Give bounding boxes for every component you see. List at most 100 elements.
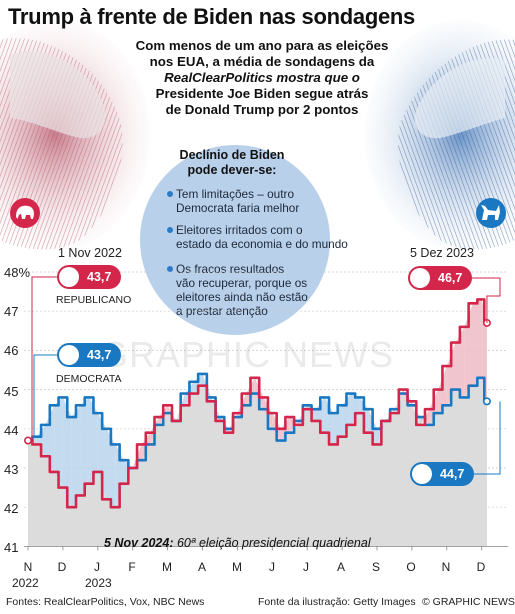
x-tick-label: D	[476, 560, 486, 574]
subtitle-line: RealClearPolitics mostra que o	[164, 70, 360, 85]
end-democrat-value: 44,7	[440, 467, 465, 481]
page-title: Trump à frente de Biden nas sondagens	[8, 4, 415, 29]
gap-fill	[106, 428, 116, 508]
baseline-area	[28, 377, 487, 547]
subtitle-line: nos EUA, a média de sondagens da	[149, 54, 375, 69]
end-date-label: 5 Dez 2023	[410, 246, 474, 260]
gap-fill	[315, 397, 325, 433]
start-republican-connector	[31, 276, 57, 444]
bullet-line: Os fracos resultados	[176, 262, 285, 276]
bullet-line: Eleitores irritados com o	[176, 223, 303, 237]
start-marker	[23, 436, 32, 445]
y-tick-label: 46	[4, 343, 19, 358]
x-tick-label: A	[336, 560, 345, 574]
gap-fill	[333, 405, 343, 445]
donkey-icon	[59, 345, 79, 365]
start-democrat-connector	[33, 354, 57, 437]
gap-fill	[132, 444, 142, 468]
gap-fill	[71, 405, 81, 508]
gap-fill	[455, 326, 465, 398]
callout-circle	[140, 145, 330, 335]
y-tick-label: 41	[4, 540, 19, 555]
bullet-line: vão recuperar, porque os	[176, 276, 308, 290]
republican-line	[28, 298, 487, 509]
start-democrat-badge: 43,7	[57, 343, 121, 367]
callout-title-line: pode dever-se:	[187, 163, 277, 177]
gap-fill	[394, 389, 404, 414]
y-tick-label: 45	[4, 384, 19, 399]
x-tick-label: J	[94, 560, 100, 574]
democrat-line	[28, 372, 487, 470]
callout-bullet: Tem limitações – outro Democrata faria m…	[167, 187, 362, 215]
sources-text: Fontes: RealClearPolitics, Vox, NBC News	[6, 596, 205, 608]
bullet-dot-icon	[167, 266, 173, 272]
gap-fill	[80, 397, 90, 496]
illustration-source: Fonte da ilustração: Getty Images	[258, 596, 416, 608]
callout-bullet: Eleitores irritados com o estado da econ…	[167, 223, 362, 251]
start-republican-value: 43,7	[87, 270, 112, 284]
x-tick-label: O	[406, 560, 416, 574]
gap-fill	[62, 397, 72, 508]
bullet-line: estado da economia e do mundo	[176, 237, 348, 251]
y-tick-label: 43	[4, 462, 19, 477]
x-tick-label: N	[441, 560, 451, 574]
bullet-line: Tem limitações – outro	[176, 187, 295, 201]
x-tick-label: J	[269, 560, 275, 574]
end-republican-badge: 46,7	[408, 266, 472, 290]
copyright: © GRAPHIC NEWS	[422, 596, 515, 608]
y-tick-label: 44	[4, 423, 19, 438]
end-republican-connector	[472, 277, 501, 323]
subtitle-line: Com menos de um ano para as eleições	[135, 38, 389, 53]
x-tick-label: S	[371, 560, 380, 574]
y-tick-label: 48%	[4, 265, 31, 280]
callout-title-line: Declínio de Biden	[179, 148, 285, 162]
gap-fill	[54, 397, 63, 488]
footnote-date: 5 Nov 2024:	[104, 536, 174, 550]
gap-fill	[193, 373, 203, 394]
end-democrat-badge: 44,7	[410, 462, 474, 486]
end-democrat-connector	[474, 401, 501, 475]
bullet-line: eleitores ainda não estão	[176, 290, 308, 304]
trump-portrait	[0, 20, 150, 250]
democrat-label: DEMOCRATA	[56, 373, 122, 385]
watermark: GRAPHIC NEWS	[100, 334, 395, 375]
end-republican-value: 46,7	[438, 271, 463, 285]
republican-label: REPUBLICANO	[56, 294, 132, 306]
x-tick-label: A	[197, 560, 206, 574]
x-tick-label: M	[162, 560, 172, 574]
bullet-dot-icon	[167, 191, 173, 197]
bullet-dot-icon	[167, 227, 173, 233]
gap-fill	[350, 393, 360, 425]
start-date-label: 1 Nov 2022	[58, 246, 122, 260]
x-tick-label: J	[303, 560, 309, 574]
x-tick-label: D	[57, 560, 67, 574]
gap-fill	[97, 413, 107, 500]
x-tick-label: N	[23, 560, 33, 574]
callout-title: Declínio de Biden pode dever-se:	[152, 148, 312, 178]
gap-fill	[36, 424, 46, 457]
subtitle-line: de Donald Trump por 2 pontos	[165, 102, 359, 117]
bullet-line: Democrata faria melhor	[176, 201, 300, 215]
start-republican-badge: 43,7	[57, 265, 121, 289]
y-tick-label: 42	[4, 501, 19, 516]
donkey-icon	[412, 464, 432, 484]
election-footnote: 5 Nov 2024: 60ª eleição presidencial qua…	[104, 536, 371, 550]
y-tick-label: 47	[4, 304, 19, 319]
gap-fill	[472, 299, 482, 386]
elephant-icon	[59, 267, 79, 287]
footnote-text: 60ª eleição presidencial quadrienal	[173, 536, 371, 550]
gap-fill	[420, 409, 430, 425]
year-label: 2022	[12, 576, 39, 590]
x-tick-label: F	[128, 560, 136, 574]
subtitle: Com menos de um ano para as eleições nos…	[112, 38, 412, 118]
x-tick-label: M	[232, 560, 242, 574]
gap-fill	[89, 397, 98, 484]
subtitle-line: Presidente Joe Biden segue atrás	[155, 86, 369, 101]
year-label: 2023	[85, 576, 112, 590]
start-democrat-value: 43,7	[87, 348, 112, 362]
end-democrat-marker	[482, 397, 491, 406]
elephant-icon	[410, 268, 430, 288]
